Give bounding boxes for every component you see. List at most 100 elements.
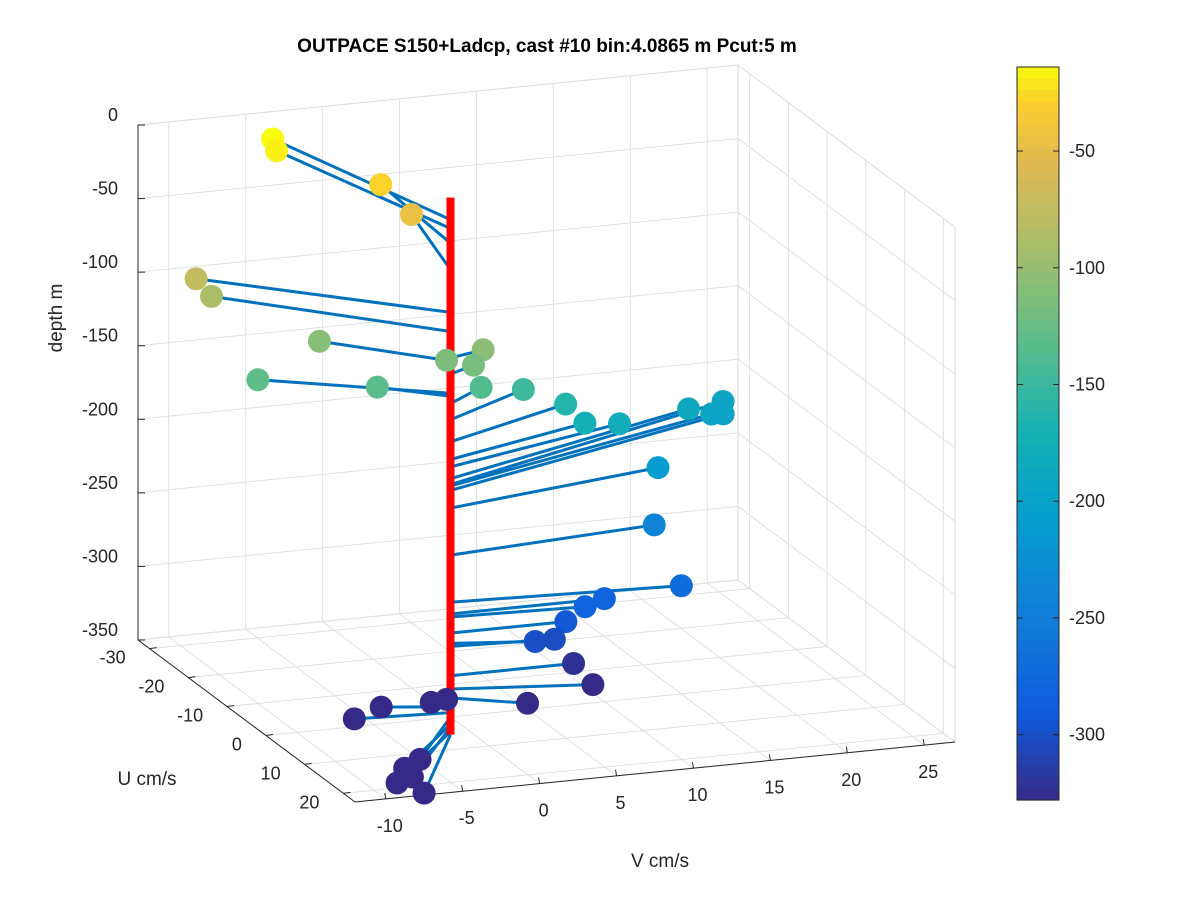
y-tick-label: -10: [177, 706, 203, 726]
colorbar-band: [1017, 731, 1059, 744]
grid-line: [737, 358, 956, 522]
velocity-vector: [450, 412, 724, 492]
velocity-vector: [450, 523, 655, 557]
colorbar-band: [1017, 777, 1059, 790]
colorbar-band: [1017, 616, 1059, 629]
z-tick-label: -250: [82, 473, 118, 493]
data-point: [511, 378, 535, 402]
velocity-vector: [319, 339, 451, 363]
data-point: [412, 781, 436, 805]
colorbar-band: [1017, 559, 1059, 572]
z-tick-label: -150: [82, 326, 118, 346]
colorbar-band: [1017, 651, 1059, 664]
data-point: [307, 329, 331, 353]
grid-line: [265, 674, 866, 736]
colorbar-band: [1017, 124, 1059, 137]
colorbar-band: [1017, 548, 1059, 561]
velocity-markers: [184, 127, 735, 805]
data-point: [469, 375, 493, 399]
tick-mark: [265, 733, 273, 736]
colorbar-band: [1017, 101, 1059, 114]
back-wall-pane: [137, 64, 739, 641]
velocity-vector: [450, 683, 593, 691]
grid-line: [137, 138, 739, 200]
velocity-vector: [450, 584, 682, 604]
velocity-vector: [211, 294, 451, 333]
velocity-vector: [450, 620, 567, 635]
data-point: [385, 771, 409, 795]
x-tick-label: 5: [616, 793, 626, 813]
velocity-vector: [450, 696, 528, 705]
velocity-vector: [450, 400, 724, 486]
data-point: [200, 284, 224, 308]
colorbar-band: [1017, 158, 1059, 171]
colorbar-tick-label: -250: [1069, 608, 1105, 628]
y-tick-label: -20: [138, 677, 164, 697]
colorbar-band: [1017, 341, 1059, 354]
data-point: [573, 595, 597, 619]
colorbar-band: [1017, 284, 1059, 297]
data-point: [542, 627, 566, 651]
colorbar-band: [1017, 685, 1059, 698]
colorbar-band: [1017, 238, 1059, 251]
colorbar-band: [1017, 696, 1059, 709]
data-point: [554, 610, 578, 634]
colorbar-band: [1017, 307, 1059, 320]
colorbar-band: [1017, 765, 1059, 778]
velocity-vector: [449, 388, 524, 422]
colorbar-band: [1017, 444, 1059, 458]
data-point: [562, 651, 586, 675]
colorbar-band: [1017, 250, 1059, 263]
y-tick-label: 10: [261, 763, 281, 783]
data-point: [677, 397, 701, 421]
tick-mark: [384, 792, 387, 800]
grid-line: [630, 590, 848, 754]
colorbar-band: [1017, 181, 1059, 194]
tick-mark: [227, 705, 235, 708]
colorbar-band: [1017, 112, 1059, 125]
colorbar: -50 -100 -150 -200 -250 -300: [1016, 66, 1105, 801]
x-tick-label: 20: [841, 770, 861, 790]
data-point: [400, 203, 424, 227]
z-tick-label: 0: [108, 105, 118, 125]
colorbar-band: [1017, 399, 1059, 412]
velocity-vectors: [195, 137, 724, 794]
grid-line: [706, 582, 925, 746]
data-point: [592, 587, 616, 611]
data-point: [369, 695, 393, 719]
data-point: [419, 690, 443, 714]
tick-mark: [691, 762, 694, 769]
data-point: [573, 411, 597, 435]
y-tick-label: 20: [299, 792, 319, 812]
grid-line: [137, 432, 739, 494]
colorbar-band: [1017, 147, 1059, 160]
x-tick-label: 25: [918, 762, 938, 782]
colorbar-band: [1017, 433, 1059, 446]
data-point: [669, 574, 693, 598]
colorbar-band: [1017, 387, 1059, 400]
colorbar-band: [1017, 502, 1059, 515]
grid-line: [137, 211, 739, 273]
grid-line: [304, 703, 905, 765]
colorbar-band: [1017, 135, 1059, 148]
colorbar-band: [1017, 490, 1059, 503]
colorbar-band: [1017, 525, 1059, 538]
x-axis-line: [354, 741, 956, 803]
x-tick-label: -5: [459, 808, 475, 828]
x-tick-label: -10: [377, 816, 403, 836]
colorbar-band: [1017, 628, 1059, 641]
axes-panes: [136, 64, 957, 803]
colorbar-band: [1017, 582, 1059, 595]
velocity-vector: [354, 711, 451, 721]
tick-mark: [768, 754, 771, 761]
y-tick-label: -30: [100, 648, 126, 668]
colorbar-tick-label: -300: [1069, 725, 1105, 745]
velocity-vector: [377, 385, 451, 398]
data-point: [435, 348, 459, 372]
colorbar-band: [1017, 570, 1059, 583]
z-tick-label: -50: [92, 179, 118, 199]
colorbar-band: [1017, 170, 1059, 183]
velocity-vector: [195, 277, 451, 314]
chart-title: OUTPACE S150+Ladcp, cast #10 bin:4.0865 …: [297, 36, 797, 57]
